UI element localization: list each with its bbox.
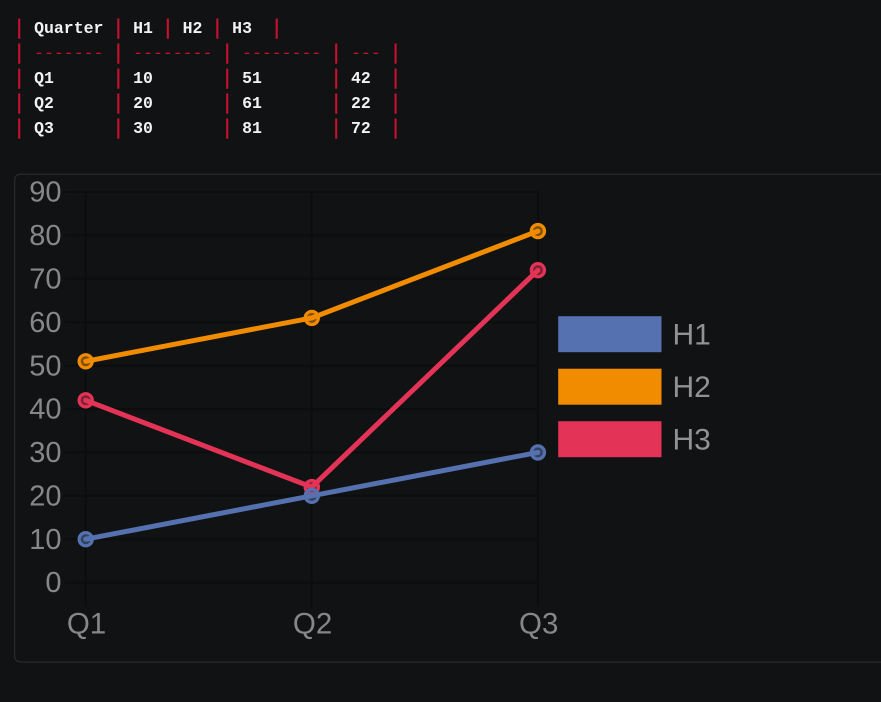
svg-text:30: 30	[29, 437, 61, 469]
svg-text:Q2: Q2	[293, 608, 332, 641]
svg-text:40: 40	[29, 394, 61, 426]
svg-text:Q3: Q3	[519, 608, 558, 641]
svg-text:80: 80	[29, 220, 61, 252]
svg-text:90: 90	[29, 177, 61, 209]
svg-text:50: 50	[29, 350, 61, 382]
svg-text:70: 70	[29, 263, 61, 295]
svg-text:H3: H3	[673, 424, 711, 457]
svg-text:Q1: Q1	[67, 608, 106, 641]
svg-text:0: 0	[45, 567, 61, 599]
svg-text:10: 10	[29, 524, 61, 556]
svg-text:60: 60	[29, 307, 61, 339]
svg-text:H1: H1	[673, 319, 711, 352]
svg-text:20: 20	[29, 480, 61, 512]
svg-text:H2: H2	[673, 371, 711, 404]
